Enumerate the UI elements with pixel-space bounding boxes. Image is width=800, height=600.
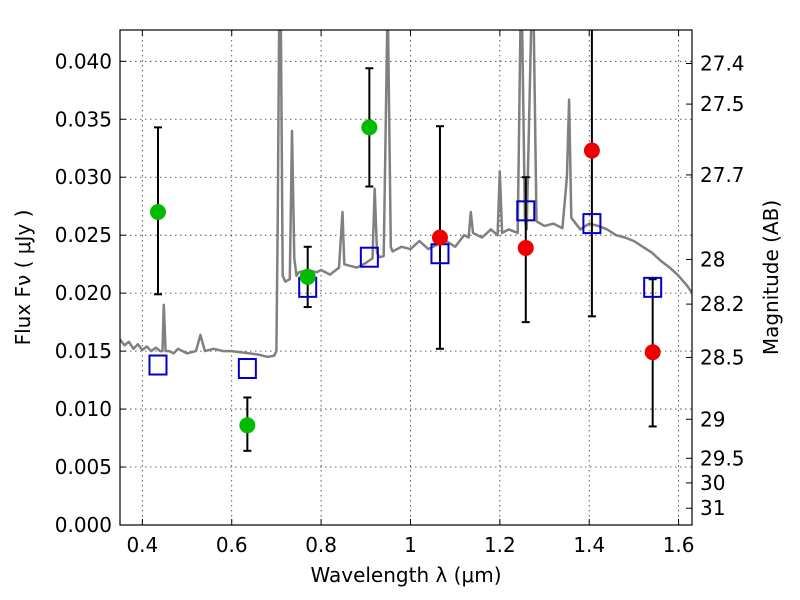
right-tick-label: 27.5 xyxy=(700,92,745,116)
red-point xyxy=(517,239,534,256)
x-tick-label: 1.6 xyxy=(663,533,695,557)
spectrum-line xyxy=(120,30,692,359)
model-square xyxy=(359,246,379,268)
red-point xyxy=(644,344,661,361)
y-tick-label: 0.025 xyxy=(55,223,112,247)
right-tick-label: 29.5 xyxy=(700,446,745,470)
model-square xyxy=(582,213,602,235)
y-tick-label: 0.010 xyxy=(55,397,112,421)
model-square xyxy=(643,276,663,298)
y-tick-label: 0.040 xyxy=(55,49,112,73)
right-tick-label: 28.2 xyxy=(700,292,745,316)
right-axis-label: Magnitude (AB) xyxy=(759,200,783,355)
x-tick-label: 0.8 xyxy=(305,533,337,557)
y-tick-label: 0.015 xyxy=(55,339,112,363)
green-point xyxy=(239,417,256,434)
model-square xyxy=(148,354,168,376)
ticks: 0.4 0.6 0.8 1 1.2 1.4 1.6 0.000 0.005 0.010 0.015 0… xyxy=(55,30,745,557)
model-square xyxy=(516,200,536,222)
y-tick-label: 0.005 xyxy=(55,455,112,479)
y-tick-label: 0.000 xyxy=(55,513,112,537)
y-tick-label: 0.035 xyxy=(55,107,112,131)
grid-lines xyxy=(120,30,692,526)
green-point xyxy=(361,119,378,136)
right-tick-label: 27.4 xyxy=(700,51,745,75)
y-tick-label: 0.030 xyxy=(55,165,112,189)
axes-frame xyxy=(119,29,693,526)
y-axis-label: Flux Fν ( μJy ) xyxy=(11,210,35,346)
right-tick-label: 31 xyxy=(700,496,725,520)
y-tick-label: 0.020 xyxy=(55,281,112,305)
red-point xyxy=(583,142,600,159)
right-tick-label: 30 xyxy=(700,471,725,495)
red-point xyxy=(431,229,448,246)
x-tick-label: 1 xyxy=(404,533,417,557)
model-square xyxy=(237,358,257,380)
x-tick-label: 1.4 xyxy=(573,533,605,557)
x-tick-label: 0.6 xyxy=(216,533,248,557)
green-point xyxy=(299,268,316,285)
right-tick-label: 28 xyxy=(700,247,725,271)
x-tick-label: 0.4 xyxy=(126,533,158,557)
green-point xyxy=(149,204,166,221)
x-axis-label: Wavelength λ (μm) xyxy=(310,563,501,587)
plot-area xyxy=(120,30,692,452)
x-tick-label: 1.2 xyxy=(484,533,516,557)
right-tick-label: 27.7 xyxy=(700,163,745,187)
right-tick-label: 29 xyxy=(700,407,725,431)
right-tick-label: 28.5 xyxy=(700,345,745,369)
